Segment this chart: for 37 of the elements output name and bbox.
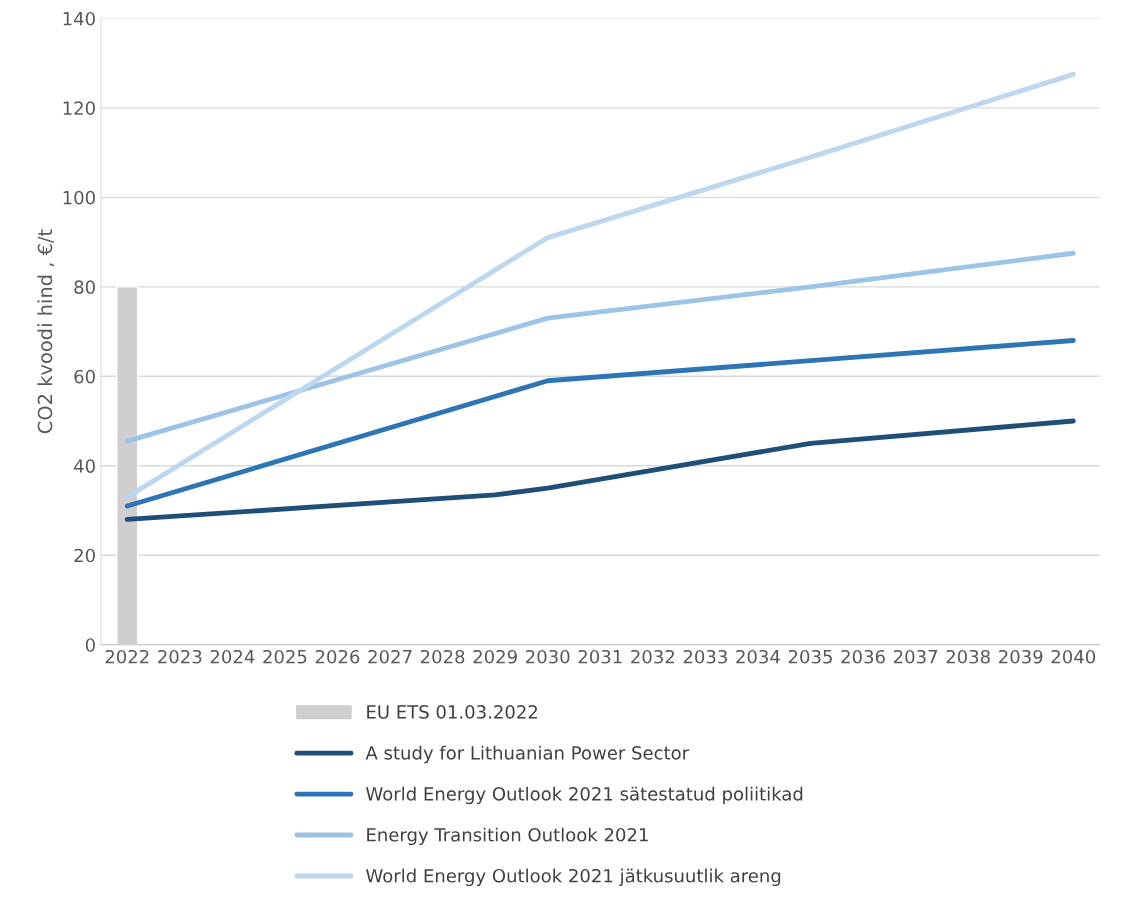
x-tick-label: 2038 — [946, 649, 990, 664]
y-tick-label: 80 — [74, 280, 95, 294]
x-tick-label: 2037 — [893, 649, 938, 664]
x-tick-label: 2026 — [315, 649, 360, 664]
line-series — [124, 418, 1076, 522]
y-tick-label: 120 — [63, 101, 95, 116]
x-tick-label: 2033 — [683, 649, 727, 664]
line-series — [124, 250, 1076, 444]
x-tick-label: 2040 — [1051, 649, 1096, 664]
legend-label: World Energy Outlook 2021 jätkusuutlik areng — [366, 868, 781, 887]
legend-label: EU ETS 01.03.2022 — [367, 705, 538, 719]
y-tick-label: 60 — [74, 369, 95, 384]
x-tick-label: 2036 — [841, 649, 885, 664]
x-tick-label: 2031 — [578, 649, 622, 664]
x-tick-label: 2023 — [158, 649, 202, 664]
x-tick-label: 2029 — [473, 649, 517, 664]
x-tick-label: 2039 — [999, 649, 1043, 664]
line-series — [124, 338, 1076, 509]
legend-label: A study for Lithuanian Power Sector — [365, 745, 690, 764]
y-tick-label: 100 — [63, 190, 95, 205]
y-tick-label: 20 — [74, 548, 95, 563]
legend-label: Energy Transition Outlook 2021 — [367, 827, 648, 846]
y-axis-title: CO2 kvoodi hind , €/t — [37, 229, 55, 434]
x-tick-label: 2024 — [210, 649, 255, 664]
x-tick-label: 2035 — [788, 649, 832, 664]
y-tick-label: 140 — [63, 11, 95, 26]
x-tick-label: 2022 — [105, 649, 149, 664]
x-tick-label: 2025 — [263, 649, 307, 664]
x-tick-label: 2032 — [631, 649, 674, 664]
line-series — [124, 71, 1076, 500]
y-tick-label: 40 — [74, 459, 95, 473]
y-tick-label: 0 — [85, 638, 95, 652]
x-tick-label: 2028 — [420, 649, 465, 664]
x-tick-label: 2030 — [526, 649, 570, 664]
x-tick-label: 2027 — [368, 649, 412, 664]
legend-label: World Energy Outlook 2021 sätestatud poliitikad — [366, 786, 803, 805]
x-tick-label: 2034 — [736, 649, 780, 664]
